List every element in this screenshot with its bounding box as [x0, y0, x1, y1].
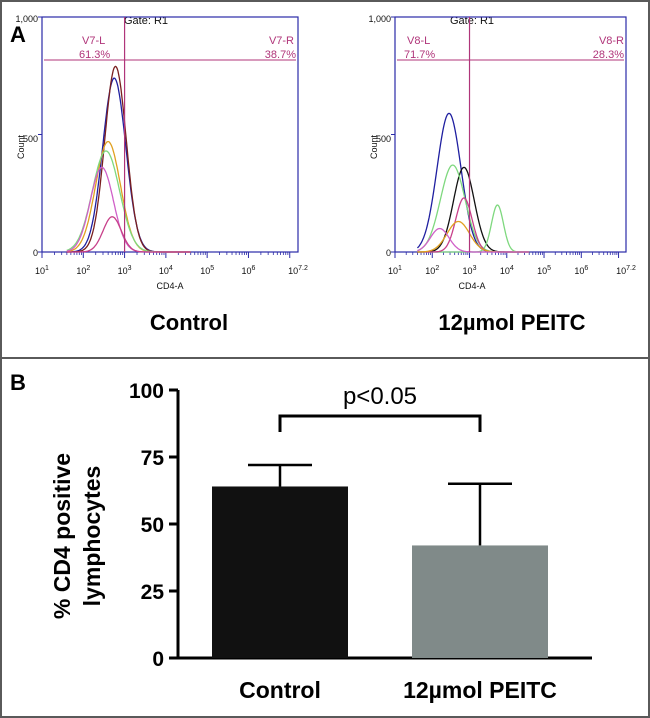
- histogram-curve: [66, 140, 191, 253]
- ytick-label: 50: [141, 514, 164, 537]
- xtick-label: 101: [35, 265, 49, 276]
- panel-divider: [2, 357, 648, 359]
- y-axis-label-line2: lymphocytes: [79, 466, 105, 607]
- xtick-label: 107.2: [288, 265, 308, 276]
- xtick-label: 104: [159, 265, 173, 276]
- flow-plot-control: Gate: R1 1,000 500 0 Count CD4-A V7-L 61…: [15, 14, 308, 335]
- right-region-name: V7-R: [269, 35, 294, 47]
- significance-bracket: [278, 414, 482, 432]
- right-region-percent: 38.7%: [265, 49, 296, 61]
- xtick-label: 102: [425, 265, 439, 276]
- xtick-label: 102: [76, 265, 90, 276]
- bar: [212, 486, 348, 658]
- right-region-name: V8-R: [599, 35, 624, 47]
- y-axis-label: Count: [16, 135, 26, 160]
- x-axis-label: CD4-A: [458, 281, 485, 291]
- left-region-name: V8-L: [407, 35, 430, 47]
- x-axis-label: CD4-A: [156, 281, 183, 291]
- panel-b-label: B: [10, 370, 26, 395]
- ytick-label: 1,000: [15, 14, 38, 24]
- ytick-label: 500: [23, 134, 38, 144]
- histogram-curve: [66, 216, 191, 253]
- gate-label: Gate: R1: [124, 15, 168, 27]
- panel-a-label: A: [10, 22, 26, 47]
- ytick-label: 100: [129, 380, 164, 403]
- ytick-label: 0: [33, 248, 38, 258]
- plot-caption: 12µmol PEITC: [438, 310, 585, 335]
- xtick-label: 106: [241, 265, 255, 276]
- ytick-label: 25: [141, 581, 165, 604]
- xtick-label: 104: [500, 265, 514, 276]
- category-label: 12µmol PEITC: [403, 677, 557, 703]
- ytick-label: 500: [376, 134, 391, 144]
- gate-label: Gate: R1: [450, 15, 494, 27]
- xtick-label: 105: [200, 265, 214, 276]
- histogram-curve: [66, 166, 191, 253]
- xtick-label: 101: [388, 265, 402, 276]
- p-value-annotation: p<0.05: [343, 383, 417, 410]
- right-region-percent: 28.3%: [593, 49, 624, 61]
- xtick-label: 107.2: [616, 265, 636, 276]
- bar-chart: % CD4 positive lymphocytes p<0.05 0 25 50 7…: [49, 380, 592, 703]
- left-region-name: V7-L: [82, 35, 105, 47]
- bar: [412, 545, 548, 658]
- ytick-label: 0: [386, 248, 391, 258]
- xtick-label: 103: [118, 265, 132, 276]
- left-region-percent: 71.7%: [404, 49, 435, 61]
- histogram-curve: [417, 227, 530, 253]
- flow-plot-peitc: Gate: R1 1,000 500 0 Count CD4-A V8-L 71…: [368, 14, 636, 335]
- plot-caption: Control: [150, 310, 228, 335]
- category-label: Control: [239, 677, 321, 703]
- xtick-label: 105: [537, 265, 551, 276]
- left-region-percent: 61.3%: [79, 49, 110, 61]
- y-axis-label-line1: % CD4 positive: [49, 453, 75, 619]
- ytick-label: 0: [152, 648, 164, 671]
- y-axis-label: Count: [369, 135, 379, 160]
- xtick-label: 106: [574, 265, 588, 276]
- xtick-label: 103: [463, 265, 477, 276]
- ytick-label: 75: [141, 447, 165, 470]
- ytick-label: 1,000: [368, 14, 391, 24]
